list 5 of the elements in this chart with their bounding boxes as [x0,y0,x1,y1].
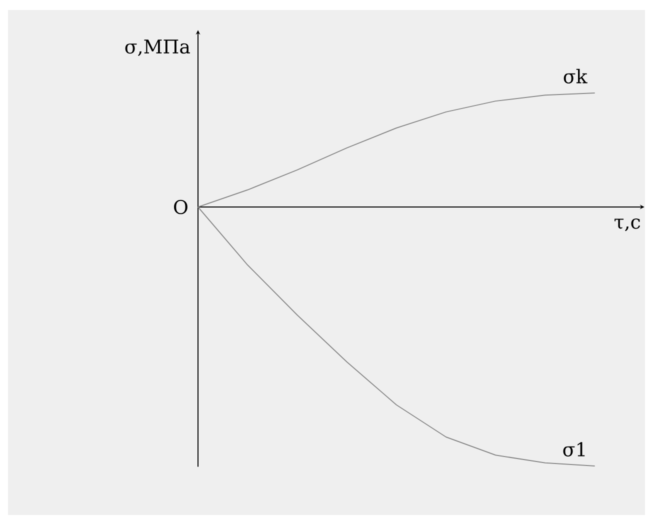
series-label: σk [564,68,588,84]
text: O [174,200,188,214]
series-label: σ1 [563,442,585,456]
x-axis-title: τ,с [614,218,640,232]
y-axis-title: σ,МПа [125,40,190,56]
